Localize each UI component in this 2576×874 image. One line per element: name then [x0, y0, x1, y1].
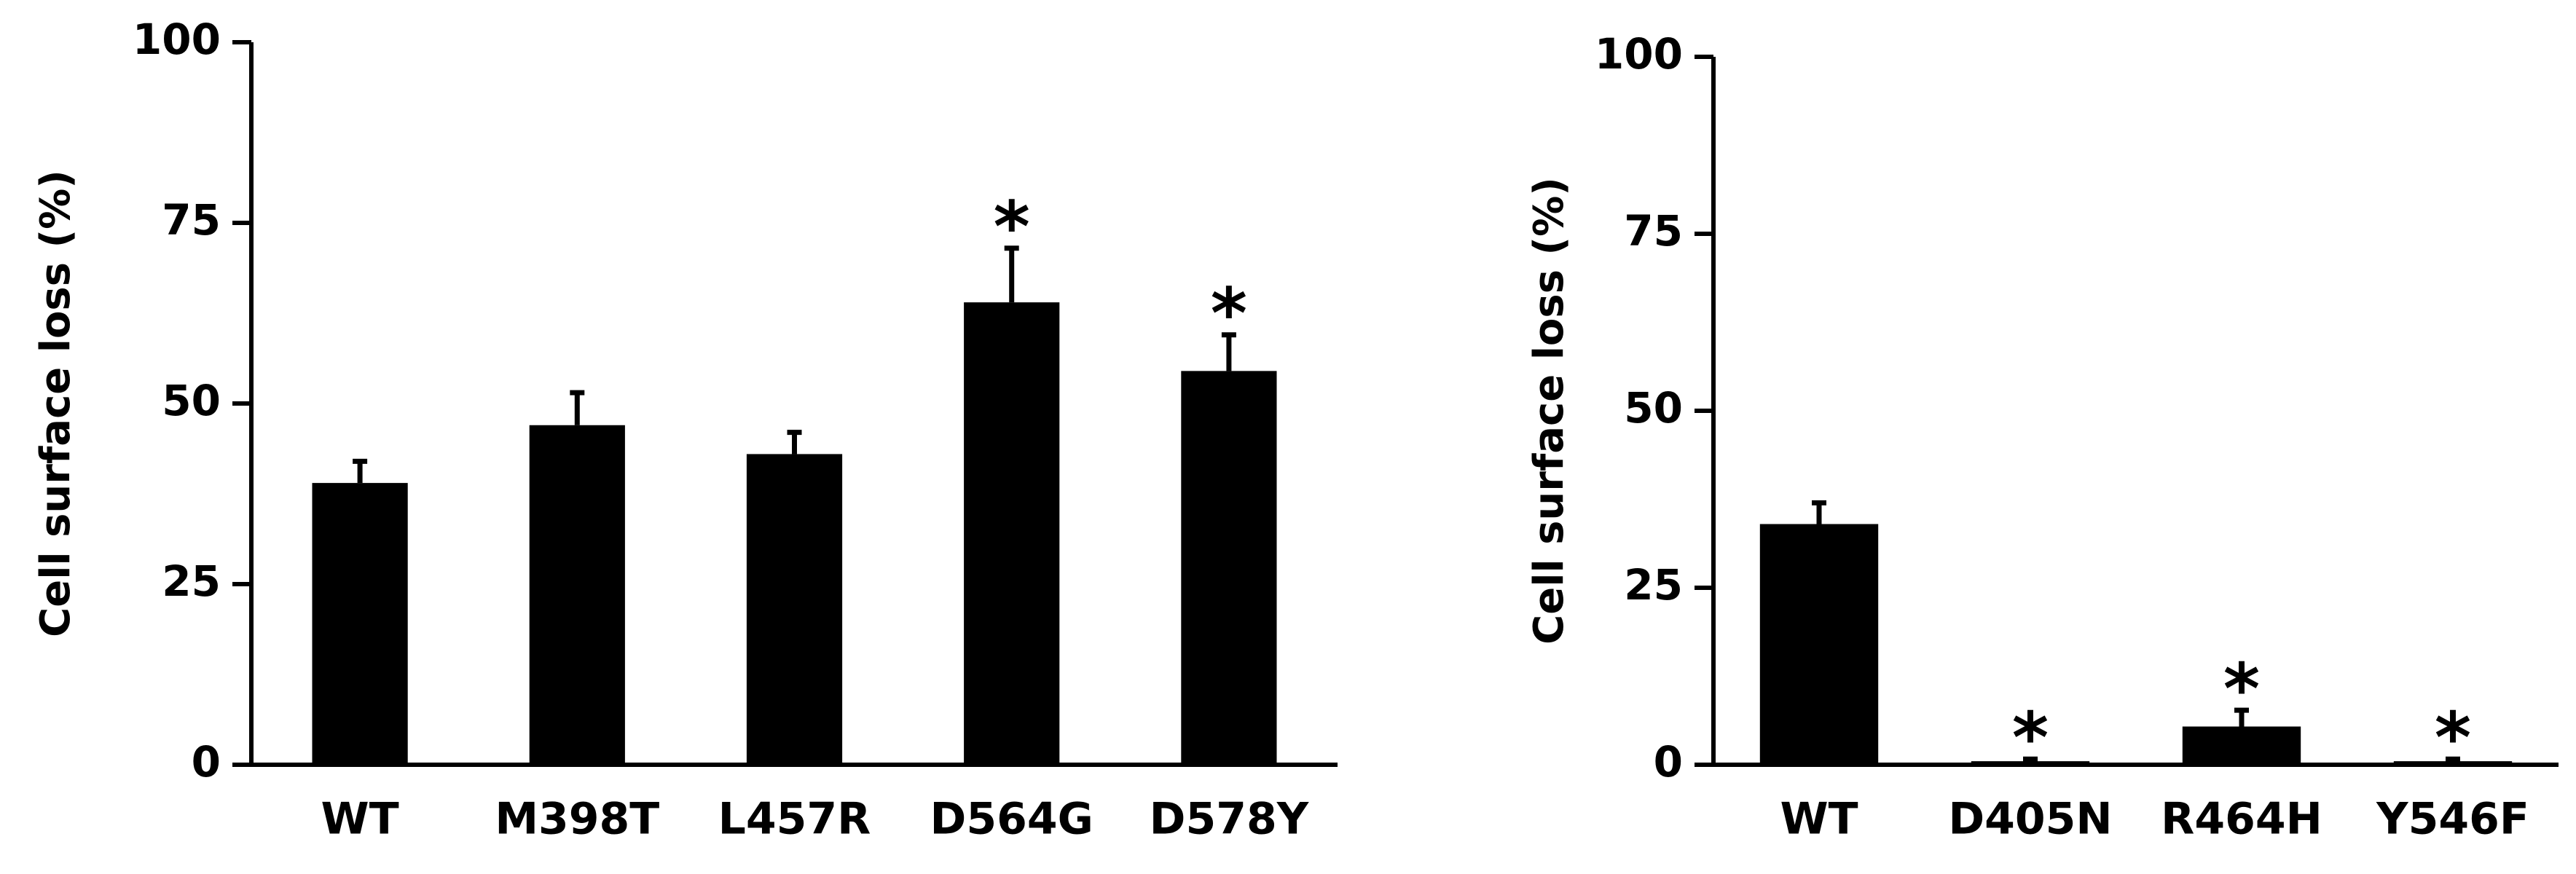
error-bar — [1221, 332, 1236, 371]
y-tick-label: 100 — [133, 15, 221, 64]
bar — [964, 302, 1060, 765]
error-bar — [1004, 245, 1019, 303]
y-tick-label: 25 — [162, 556, 221, 606]
error-bar — [2446, 756, 2460, 762]
x-tick-label: D578Y — [1150, 794, 1310, 845]
error-bar — [787, 430, 802, 454]
significance-marker: * — [2012, 698, 2049, 779]
y-tick-label: 50 — [1624, 383, 1683, 433]
significance-marker: * — [2223, 649, 2260, 731]
bar — [1181, 371, 1277, 765]
bar — [1971, 761, 2090, 765]
y-axis-label: Cell surface loss (%) — [1525, 177, 1573, 645]
error-bar — [1812, 500, 1826, 524]
bar — [312, 483, 408, 765]
bar — [529, 425, 625, 765]
y-tick-label: 100 — [1595, 29, 1683, 79]
y-tick-label: 0 — [192, 737, 221, 787]
y-tick-label: 75 — [162, 195, 221, 245]
error-bar — [2023, 756, 2038, 762]
x-tick-label: M398T — [495, 794, 659, 845]
bar — [746, 454, 843, 765]
x-tick-label: R464H — [2161, 794, 2322, 845]
x-tick-label: D564G — [930, 794, 1093, 845]
y-tick-label: 50 — [162, 376, 221, 425]
significance-marker: * — [994, 186, 1030, 268]
significance-marker: * — [2435, 698, 2471, 779]
y-tick-label: 0 — [1654, 737, 1683, 787]
y-tick-label: 75 — [1624, 206, 1683, 256]
y-tick-label: 25 — [1624, 560, 1683, 610]
x-tick-label: WT — [321, 794, 399, 845]
error-bar — [2234, 707, 2249, 727]
x-tick-label: D405N — [1948, 794, 2112, 845]
x-tick-label: WT — [1780, 794, 1858, 845]
bar — [1759, 524, 1879, 765]
error-bar — [353, 458, 368, 484]
error-bar — [570, 390, 585, 425]
bar — [2393, 761, 2513, 765]
bar — [2182, 726, 2301, 765]
x-tick-label: Y546F — [2376, 794, 2529, 845]
y-axis-label: Cell surface loss (%) — [32, 170, 79, 637]
significance-marker: * — [1211, 273, 1247, 355]
x-tick-label: L457R — [718, 794, 871, 845]
